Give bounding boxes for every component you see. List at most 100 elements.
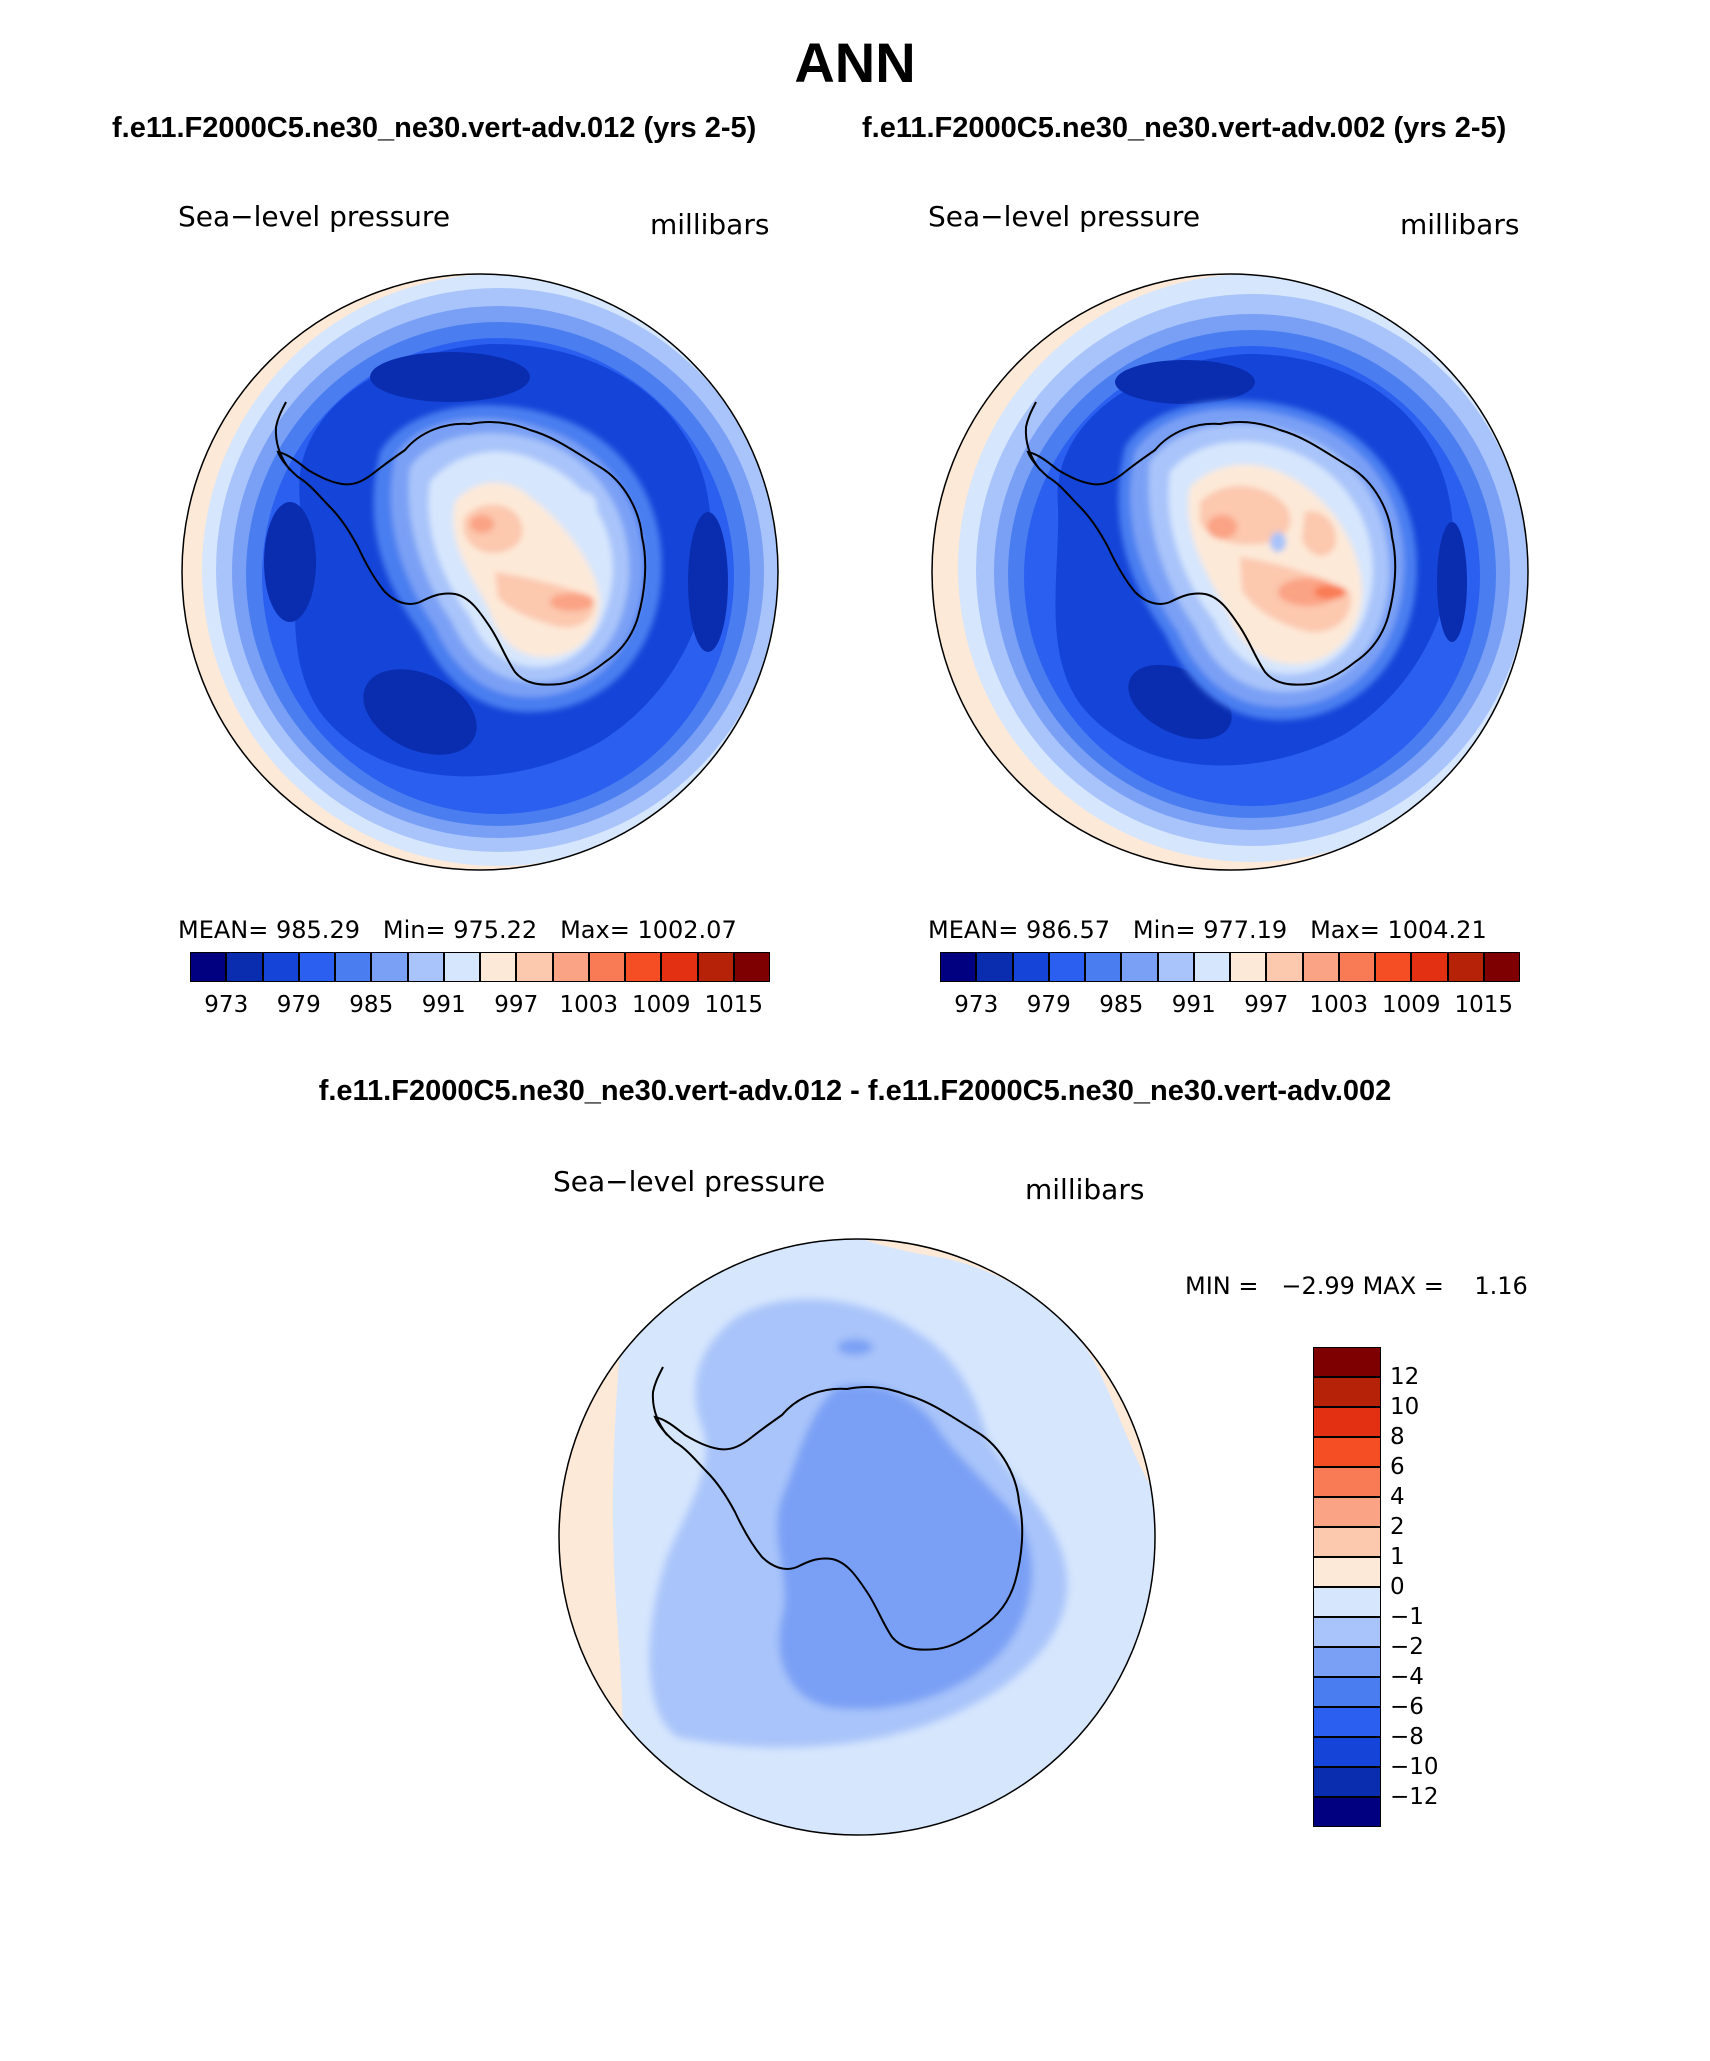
- diff-colorbar: [1313, 1347, 1381, 1827]
- panel1-colorbar-tick-label: 979: [276, 992, 321, 1018]
- diff-colorbar-tick-label: −12: [1390, 1784, 1439, 1810]
- diff-colorbar-swatch: [1313, 1707, 1381, 1737]
- panel1-colorbar-tick-label: 973: [204, 992, 249, 1018]
- panel1-colorbar-swatch: [480, 952, 517, 982]
- panel2-min-label: Min=: [1132, 916, 1196, 944]
- panel1-colorbar-swatch: [190, 952, 227, 982]
- panel1-variable: Sea−level pressure: [178, 200, 451, 233]
- antarctic-peninsula: [651, 1366, 668, 1436]
- diff-colorbar-tick-label: 8: [1390, 1424, 1405, 1450]
- panel1-colorbar-tick-label: 997: [494, 992, 539, 1018]
- diff-colorbar-swatch: [1313, 1437, 1381, 1467]
- diff-colorbar-swatch: [1313, 1767, 1381, 1797]
- panel2-colorbar-swatch: [1157, 952, 1194, 982]
- panel2-colorbar-tick-label: 991: [1171, 992, 1216, 1018]
- diff-colorbar-tick-label: 2: [1390, 1514, 1405, 1540]
- diff-colorbar-tick-label: 10: [1390, 1394, 1420, 1420]
- panel1-colorbar-swatch: [733, 952, 770, 982]
- panel2-max-label: Max=: [1310, 916, 1380, 944]
- panel1-colorbar-swatch: [226, 952, 263, 982]
- panel2-colorbar-tick-label: 997: [1244, 992, 1289, 1018]
- panel1-colorbar-swatch: [625, 952, 662, 982]
- low-centre: [264, 502, 316, 622]
- panel2-colorbar-swatch: [1266, 952, 1303, 982]
- panel2-colorbar-tick-label: 985: [1099, 992, 1144, 1018]
- panel2-colorbar-labels: 973 979 985 991 997 1003 1009 1015: [940, 992, 1520, 1022]
- diff-units: millibars: [1025, 1173, 1145, 1206]
- panel2-min: 977.19: [1203, 916, 1288, 944]
- diff-max-label: MAX =: [1362, 1272, 1444, 1300]
- panel2-mean: 986.57: [1026, 916, 1110, 944]
- panel1-colorbar-swatch: [262, 952, 299, 982]
- diff-colorbar-swatch: [1313, 1497, 1381, 1527]
- antarctica-coastline: [653, 1386, 1024, 1651]
- panel2-colorbar-tick-label: 1015: [1454, 992, 1514, 1018]
- panel2-polar-map: [931, 273, 1529, 871]
- low-centre: [363, 669, 477, 755]
- panel1-colorbar-swatch: [661, 952, 698, 982]
- panel2-colorbar-swatch: [940, 952, 977, 982]
- panel1-colorbar-swatch: [298, 952, 335, 982]
- diff-colorbar-swatch: [1313, 1467, 1381, 1497]
- diff-colorbar-tick-label: −8: [1390, 1724, 1424, 1750]
- diff-colorbar-tick-label: 1: [1390, 1544, 1405, 1570]
- panel2-colorbar-swatch: [1193, 952, 1230, 982]
- panel1-colorbar-swatch: [443, 952, 480, 982]
- panel1-colorbar-swatch: [407, 952, 444, 982]
- panel2-colorbar-tick-label: 1009: [1381, 992, 1441, 1018]
- panel1-mean: 985.29: [276, 916, 360, 944]
- antarctic-high: [495, 572, 594, 628]
- panel1-colorbar-swatch: [335, 952, 372, 982]
- diff-colorbar-swatch: [1313, 1527, 1381, 1557]
- antarctica-coastline: [1026, 421, 1397, 686]
- panel1-colorbar-tick-label: 1015: [704, 992, 764, 1018]
- panel2-colorbar-tick-label: 1003: [1309, 992, 1369, 1018]
- low-centre: [370, 352, 530, 402]
- panel1-mean-label: MEAN=: [178, 916, 269, 944]
- panel2-stats: MEAN= 986.57 Min= 977.19 Max= 1004.21: [928, 916, 1487, 944]
- diff-colorbar-swatch: [1313, 1377, 1381, 1407]
- panel2-colorbar-swatch: [1483, 952, 1520, 982]
- panel2-variable: Sea−level pressure: [928, 200, 1201, 233]
- panel2-colorbar-swatch: [1085, 952, 1122, 982]
- diff-colorbar-tick-label: −10: [1390, 1754, 1439, 1780]
- diff-colorbar-swatch: [1313, 1737, 1381, 1767]
- diff-min: −2.99: [1281, 1272, 1355, 1300]
- panel2-colorbar: [940, 952, 1520, 982]
- panel1-colorbar-swatch: [588, 952, 625, 982]
- panel1-max: 1002.07: [637, 916, 737, 944]
- diff-colorbar-swatch: [1313, 1407, 1381, 1437]
- panel2-colorbar-tick-label: 973: [954, 992, 999, 1018]
- case-title-right: f.e11.F2000C5.ne30_ne30.vert-adv.002 (yr…: [862, 112, 1507, 144]
- panel1-colorbar-swatch: [516, 952, 553, 982]
- panel1-colorbar-swatch: [371, 952, 408, 982]
- panel1-colorbar-tick-label: 985: [349, 992, 394, 1018]
- diff-colorbar-swatch: [1313, 1587, 1381, 1617]
- antarctic-peninsula: [1024, 401, 1041, 471]
- panel2-max: 1004.21: [1387, 916, 1487, 944]
- diff-colorbar-swatch: [1313, 1677, 1381, 1707]
- diff-colorbar-tick-label: −6: [1390, 1694, 1424, 1720]
- panel2-colorbar-swatch: [1012, 952, 1049, 982]
- diff-colorbar-swatch: [1313, 1797, 1381, 1827]
- panel1-colorbar-tick-label: 1009: [631, 992, 691, 1018]
- case-title-left: f.e11.F2000C5.ne30_ne30.vert-adv.012 (yr…: [112, 112, 757, 144]
- diff-colorbar-tick-label: −4: [1390, 1664, 1424, 1690]
- diff-colorbar-swatch: [1313, 1617, 1381, 1647]
- diff-min-label: MIN =: [1185, 1272, 1259, 1300]
- panel2-colorbar-tick-label: 979: [1026, 992, 1071, 1018]
- panel1-colorbar: [190, 952, 770, 982]
- panel1-colorbar-tick-label: 991: [421, 992, 466, 1018]
- antarctica-coastline: [276, 421, 647, 686]
- antarctic-high: [1302, 511, 1336, 556]
- panel1-colorbar-labels: 973 979 985 991 997 1003 1009 1015: [190, 992, 770, 1022]
- diff-variable: Sea−level pressure: [553, 1165, 826, 1198]
- panel2-units: millibars: [1400, 208, 1520, 241]
- panel2-colorbar-swatch: [1411, 952, 1448, 982]
- low-centre: [1115, 360, 1255, 404]
- antarctic-peninsula: [274, 401, 291, 471]
- page-title: ANN: [794, 31, 916, 94]
- panel2-colorbar-swatch: [1447, 952, 1484, 982]
- diff-colorbar-tick-label: −1: [1390, 1604, 1424, 1630]
- diff-colorbar-tick-label: −2: [1390, 1634, 1424, 1660]
